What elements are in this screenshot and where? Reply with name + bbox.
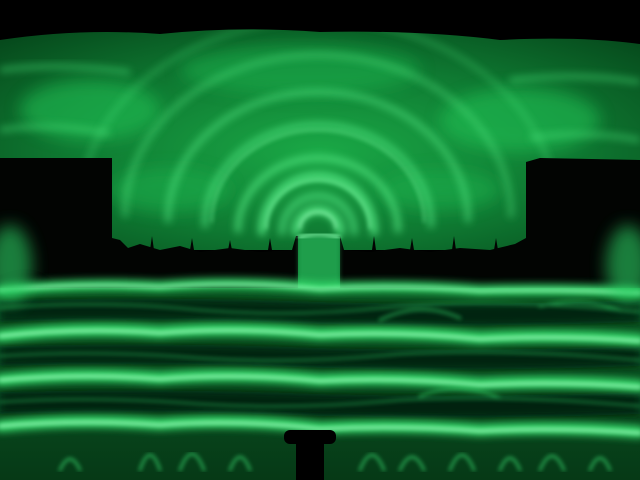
wave-generator-rod	[284, 430, 336, 480]
upper-wave-region	[0, 29, 640, 250]
lower-wave-region	[0, 225, 640, 480]
barrier	[0, 158, 640, 290]
